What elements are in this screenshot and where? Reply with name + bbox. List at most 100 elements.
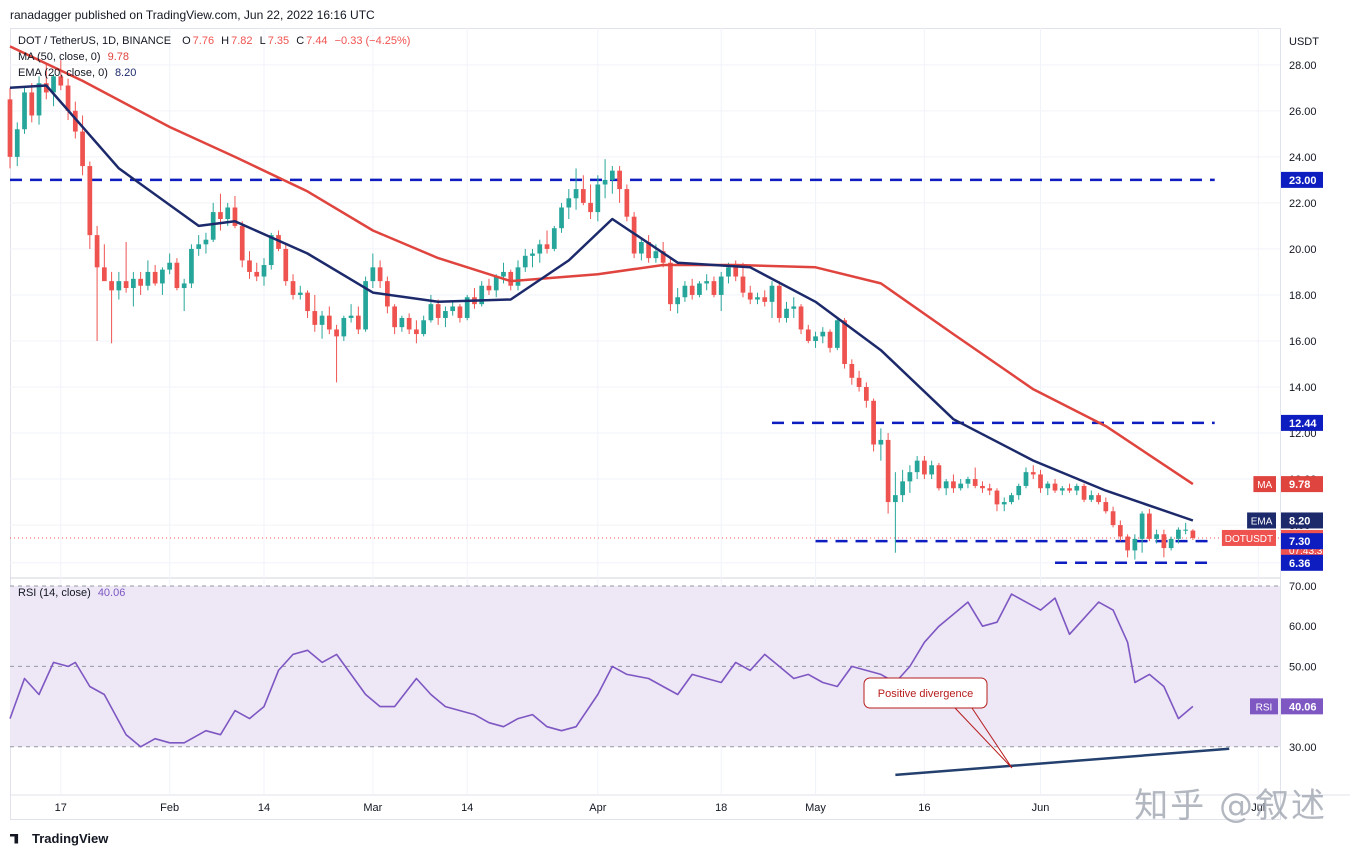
- close-label: C: [296, 35, 305, 47]
- candle-body: [116, 281, 122, 291]
- rsi-legend-label[interactable]: RSI (14, close): [18, 587, 91, 599]
- candle-body: [646, 242, 651, 259]
- attribution: ranadagger published on TradingView.com,…: [10, 8, 375, 22]
- price-badge: [1281, 554, 1323, 571]
- time-tick-label: Jul: [1251, 802, 1265, 814]
- candle-body: [421, 320, 427, 335]
- price-tick-label: 18.00: [1289, 290, 1317, 302]
- candle-body: [1096, 495, 1101, 503]
- time-tick-label: 17: [55, 802, 67, 814]
- candle-body: [566, 198, 572, 208]
- price-axis[interactable]: [1280, 28, 1350, 820]
- candle-body: [51, 76, 56, 93]
- candle-body: [522, 255, 528, 268]
- chart-frame[interactable]: [10, 28, 1280, 820]
- time-tick-label: 14: [461, 802, 473, 814]
- candle-body: [22, 92, 27, 130]
- candle-body: [834, 320, 840, 348]
- candle-body: [174, 262, 180, 289]
- candle-body: [776, 285, 782, 318]
- candle-body: [856, 377, 862, 387]
- candle-body: [951, 481, 956, 489]
- candle-body: [893, 495, 898, 503]
- candle-body: [791, 306, 797, 309]
- candle-body: [660, 251, 666, 263]
- rsi-badge: [1281, 698, 1323, 715]
- candle-body: [588, 202, 593, 213]
- low-value: 7.35: [267, 35, 290, 47]
- candle-body: [508, 271, 514, 286]
- candle-body: [370, 267, 376, 282]
- annotation-pointer: [954, 707, 1013, 769]
- price-tick-label: 28.00: [1289, 60, 1317, 72]
- candle-body: [87, 166, 93, 236]
- candle-body: [726, 267, 731, 277]
- candle-body: [1081, 485, 1087, 500]
- candle-body: [1074, 485, 1080, 491]
- candle-body: [537, 244, 543, 254]
- price-unit-label: USDT: [1289, 36, 1319, 48]
- price-badge-value: 8.20: [1289, 515, 1310, 527]
- low-label: L: [259, 35, 266, 47]
- rsi-legend-value: 40.06: [97, 587, 126, 599]
- price-badge-countdown: 07:43:32: [1289, 546, 1328, 557]
- candle-body: [704, 281, 710, 284]
- candle-body: [493, 276, 499, 291]
- candle-body: [428, 304, 434, 321]
- time-tick-label: 18: [715, 802, 727, 814]
- price-badge: [1281, 476, 1323, 493]
- rsi-tick-label: 30.00: [1289, 742, 1317, 754]
- annotation-text: Positive divergence: [878, 688, 973, 700]
- candle-body: [196, 244, 202, 249]
- candle-body: [443, 311, 448, 318]
- candle-body: [784, 308, 789, 318]
- candle-body: [29, 92, 35, 116]
- time-tick-label: Apr: [589, 802, 606, 814]
- candle-body: [1183, 529, 1189, 531]
- candle-body: [1125, 536, 1130, 551]
- high-label: H: [221, 35, 230, 47]
- candle-body: [297, 292, 303, 295]
- candle-body: [181, 283, 187, 289]
- ema-legend-label[interactable]: EMA (20, close, 0): [18, 67, 108, 79]
- candle-body: [334, 329, 339, 337]
- price-tick-label: 24.00: [1289, 152, 1317, 164]
- candle-body: [617, 170, 622, 190]
- candle-body: [631, 216, 637, 254]
- candle-body: [762, 297, 768, 302]
- symbol-label[interactable]: DOT / TetherUS, 1D, BINANCE: [18, 35, 172, 47]
- time-tick-label: May: [805, 802, 826, 814]
- main-legend: DOT / TetherUS, 1D, BINANCE O 7.76 H 7.82 …: [18, 33, 410, 81]
- candle-body: [326, 315, 332, 330]
- price-badge-value: 23.00: [1289, 175, 1317, 187]
- tradingview-logo[interactable]: TradingView: [10, 831, 108, 846]
- candle-body: [355, 315, 361, 330]
- watermark: 知乎 @叙述: [1134, 786, 1327, 826]
- candle-body: [290, 281, 296, 295]
- candle-body: [740, 276, 746, 293]
- ma-legend-label[interactable]: MA (50, close, 0): [18, 51, 101, 63]
- candle-body: [58, 76, 64, 86]
- candle-body: [733, 267, 739, 277]
- candle-body: [755, 297, 760, 300]
- price-tick-label: 12.00: [1289, 428, 1317, 440]
- candle-body: [675, 297, 681, 305]
- price-tick-label: 22.00: [1289, 198, 1317, 210]
- candle-body: [965, 479, 971, 484]
- candle-body: [624, 189, 630, 217]
- candle-body: [43, 83, 49, 93]
- price-badge-value: 7.30: [1289, 536, 1310, 548]
- candle-body: [254, 271, 260, 277]
- candle-body: [1023, 472, 1029, 486]
- candle-body: [711, 281, 717, 295]
- candle-body: [1139, 513, 1145, 539]
- candle-body: [1059, 488, 1065, 491]
- rsi-badge-value: 40.06: [1289, 701, 1317, 713]
- candle-body: [210, 212, 216, 240]
- time-tick-label: Feb: [160, 802, 179, 814]
- candle-body: [827, 331, 833, 348]
- candle-body: [65, 85, 71, 111]
- rsi-line: [9, 593, 1194, 748]
- candle-body: [36, 83, 42, 116]
